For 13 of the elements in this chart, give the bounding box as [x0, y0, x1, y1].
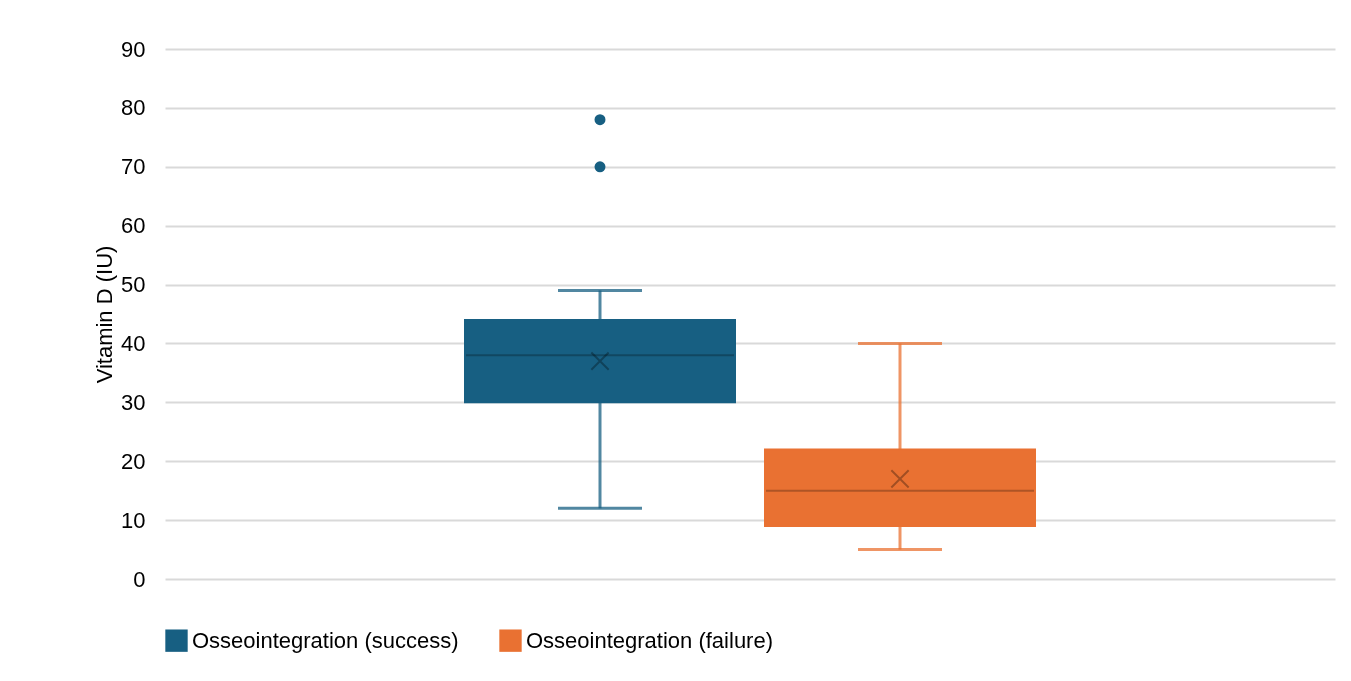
legend-label: Osseointegration (success): [192, 627, 459, 653]
y-axis-title: Vitamin D (IU): [92, 245, 118, 384]
y-tick-label: 90: [121, 36, 146, 62]
y-tick-label: 50: [121, 272, 146, 298]
y-tick-label: 30: [121, 389, 146, 415]
y-tick-label: 60: [121, 213, 146, 239]
y-tick-label: 10: [121, 507, 146, 533]
y-tick-label: 80: [121, 95, 146, 121]
y-tick-label: 20: [121, 448, 146, 474]
y-tick-label: 0: [133, 566, 146, 592]
y-tick-label: 40: [121, 330, 146, 356]
y-tick-label: 70: [121, 154, 146, 180]
legend-label: Osseointegration (failure): [526, 627, 774, 653]
